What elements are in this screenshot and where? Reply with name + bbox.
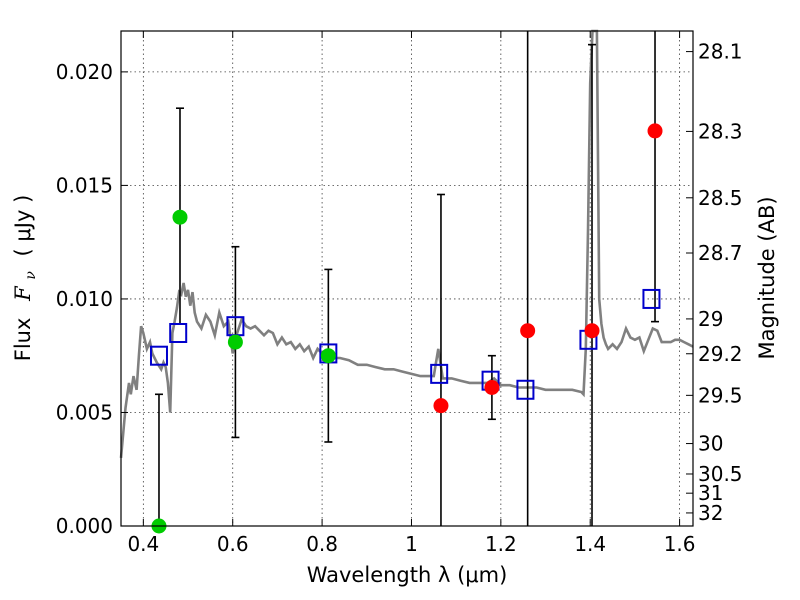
red-point (584, 323, 600, 339)
model-point (169, 322, 188, 343)
mag-tick-label: 29.2 (698, 342, 743, 366)
x-axis-label: Wavelength λ (μm) (307, 563, 508, 587)
model-point (430, 363, 449, 384)
mag-tick-label: 29 (698, 307, 723, 331)
tick-layer: 0.4 0.6 0.8 1 1.2 1.4 1.6 0.000 0.005 0.010 0.015 0… (56, 31, 743, 556)
x-tick-label: 1.2 (485, 532, 517, 556)
red-point (433, 398, 449, 414)
model-point (149, 345, 168, 366)
error-bar-layer (154, 31, 660, 526)
x-tick-label: 1.4 (574, 532, 606, 556)
svg-text:Flux F ν ( μ: Flux F ν ( μJy ) (11, 195, 40, 362)
plot-frame (120, 30, 694, 527)
y-tick-label: 0.015 (56, 173, 113, 197)
x-tick-label: 0.6 (217, 532, 249, 556)
y-tick-label: 0.000 (56, 514, 113, 538)
right-axis-label: Magnitude (AB) (755, 196, 779, 359)
mag-tick-label: 28.5 (698, 186, 743, 210)
red-point (484, 379, 500, 395)
green-point (172, 209, 188, 225)
red-point (647, 123, 663, 139)
sed-curve-layer (119, 29, 694, 459)
mag-tick-label: 32 (698, 501, 723, 525)
mag-tick-label: 31 (698, 481, 723, 505)
y-tick-label: 0.020 (56, 60, 113, 84)
model-point (642, 288, 661, 309)
y-axis-label-text: Flux (11, 318, 35, 362)
x-tick-label: 0.8 (306, 532, 338, 556)
mag-tick-label: 28.7 (698, 241, 743, 265)
x-tick-label: 0.4 (127, 532, 159, 556)
observed-point-layer (151, 123, 663, 534)
green-point (227, 334, 243, 350)
model-point (516, 379, 535, 400)
mag-tick-label: 29.5 (698, 383, 743, 407)
x-tick-label: 1.6 (664, 532, 696, 556)
y-tick-label: 0.005 (56, 400, 113, 424)
mag-tick-label: 30 (698, 432, 723, 456)
mag-tick-label: 30.5 (698, 462, 743, 486)
mag-tick-label: 28.3 (698, 119, 743, 143)
y-axis-label-subscript: ν (23, 271, 39, 280)
y-tick-label: 0.010 (56, 287, 113, 311)
red-point (520, 323, 536, 339)
mag-tick-label: 28.1 (698, 40, 743, 64)
sed-curve-line (119, 29, 694, 459)
y-axis-label-symbol: F (11, 285, 35, 302)
green-point (320, 348, 336, 364)
x-tick-label: 1 (405, 532, 418, 556)
y-axis-label-unit: ( μJy ) (11, 195, 35, 257)
y-axis-label: Flux F ν ( μJy ) (11, 195, 40, 362)
grid-lines (121, 31, 693, 527)
